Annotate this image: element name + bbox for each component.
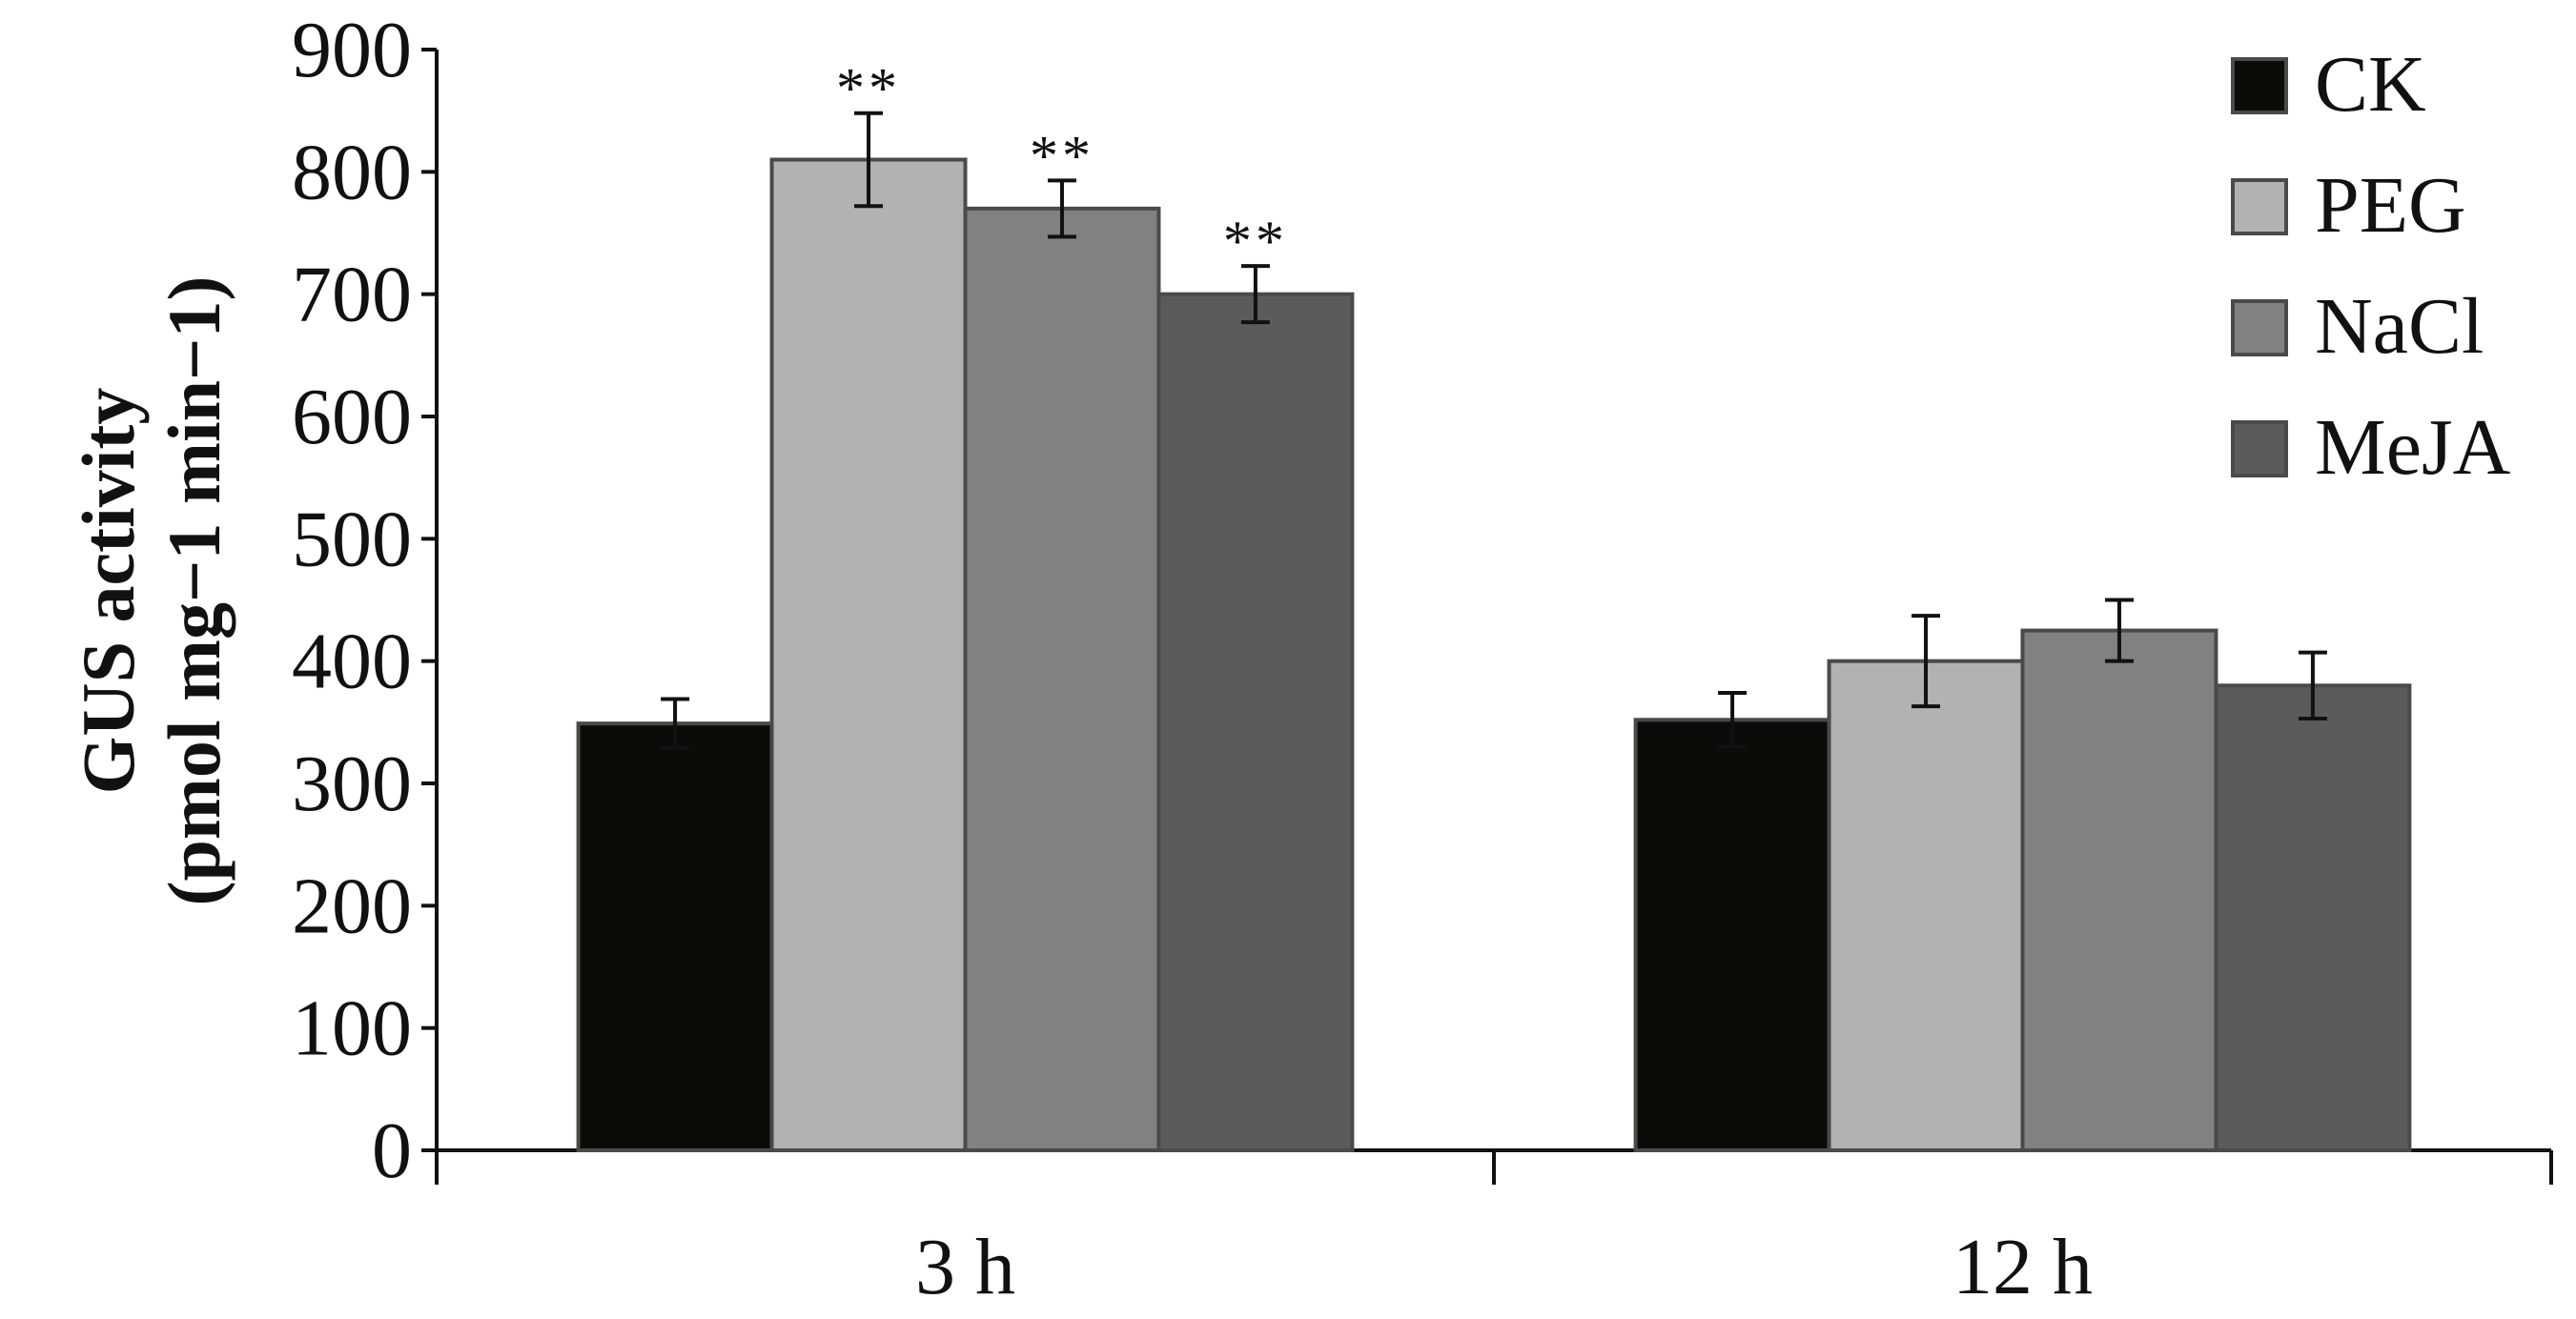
y-tick-label: 200: [292, 862, 412, 950]
significance-label: **: [1223, 210, 1288, 273]
x-tick-label: 3 h: [915, 1223, 1015, 1311]
y-tick-label: 700: [292, 251, 412, 339]
bar: [1827, 659, 2025, 1152]
bar: [2214, 683, 2412, 1152]
bar: [576, 721, 774, 1152]
legend-label: PEG: [2315, 161, 2466, 250]
y-axis-title: GUS activity (pmol mg−1 min−1): [67, 276, 235, 906]
y-axis-title-line-2: (pmol mg−1 min−1): [153, 276, 235, 906]
legend-label: NaCl: [2315, 282, 2484, 371]
y-tick-label: 400: [292, 618, 412, 706]
significance-label: **: [1030, 124, 1094, 187]
legend-label: MeJA: [2315, 403, 2511, 492]
y-tick-label: 600: [292, 373, 412, 461]
bar: [1633, 718, 1831, 1152]
bar: [2020, 628, 2218, 1152]
bar: [1156, 292, 1355, 1152]
legend-swatch: [2231, 178, 2288, 235]
y-tick-label: 300: [292, 740, 412, 828]
significance-label: **: [836, 57, 901, 120]
legend-swatch: [2231, 420, 2288, 477]
legend: CK PEG NaCl MeJA: [2231, 40, 2511, 492]
y-tick-label: 100: [292, 984, 412, 1073]
bar: [963, 206, 1161, 1153]
plot-area: 0 100 200 300 400 500 600 700 800 900 3 h 12 h ** ** *…: [292, 6, 2553, 1311]
y-tick-label: 0: [372, 1106, 412, 1195]
bar: [769, 157, 968, 1152]
legend-label: CK: [2315, 40, 2426, 129]
y-tick-label: 800: [292, 128, 412, 216]
y-tick-label: 900: [292, 6, 412, 94]
x-tick-label: 12 h: [1952, 1223, 2093, 1311]
legend-swatch: [2231, 57, 2288, 114]
y-axis-title-line-1: GUS activity: [67, 388, 150, 795]
legend-swatch: [2231, 299, 2288, 356]
y-tick-label: 500: [292, 495, 412, 583]
